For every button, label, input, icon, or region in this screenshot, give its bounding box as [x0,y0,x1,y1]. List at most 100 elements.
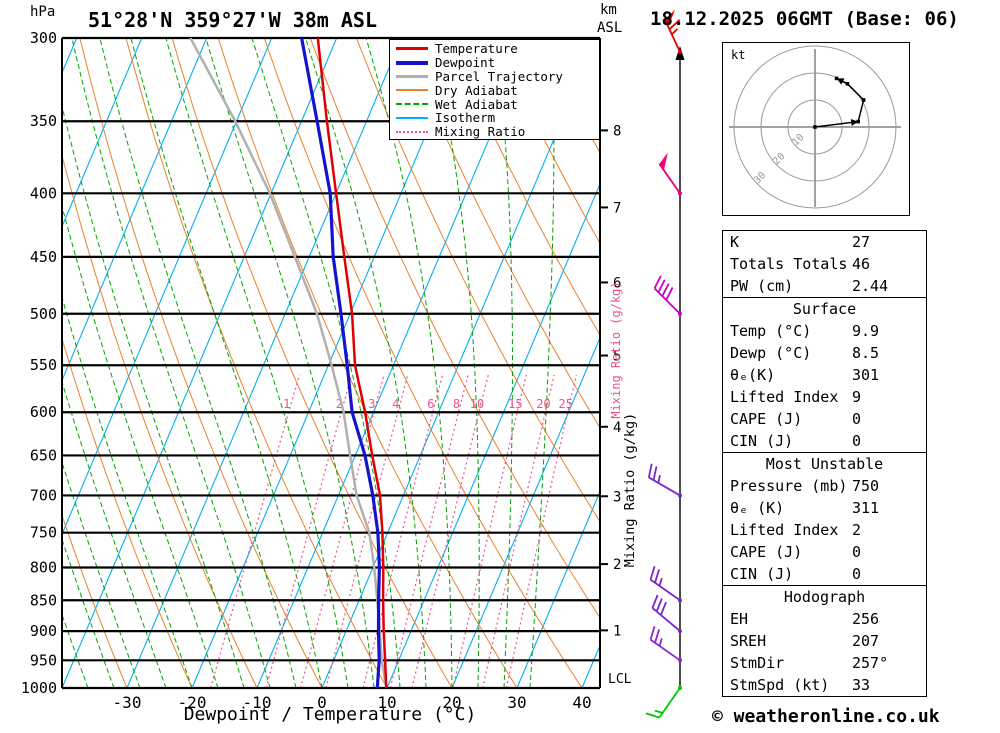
svg-text:25: 25 [558,397,572,411]
wind-barb-900 [651,594,682,634]
hodo-ring [787,99,843,155]
svg-text:650: 650 [30,446,57,464]
hodo-ring [760,72,870,182]
stats-row-value: 9 [852,388,862,406]
km-axis: 1 2 3 4 5 6 7 8 LCL [600,123,632,687]
legend-item: Wet Adiabat [396,96,595,112]
stats-row-label: θₑ(K) [730,366,776,384]
svg-text:1000: 1000 [21,679,57,697]
svg-text:1: 1 [283,397,290,411]
mixing-ratio-labels: 1 2 3 4 6 8 10 15 20 25 [283,397,573,411]
stats-row-label: StmDir [730,654,785,672]
stats-row: θₑ(K) 301 [723,364,926,386]
svg-text:7: 7 [613,200,621,216]
svg-text:30: 30 [507,693,526,712]
stats-row-label: K [730,233,740,251]
svg-text:-30: -30 [113,693,142,712]
stats-row: Pressure (mb) 750 [723,475,926,497]
legend-item-label: Dewpoint [435,55,496,71]
stats-row-label: Temp (°C) [730,322,812,340]
svg-text:600: 600 [30,403,57,421]
stats-row: Temp (°C) 9.9 [723,320,926,342]
legend-item-label: Wet Adiabat [435,96,518,112]
svg-text:550: 550 [30,356,57,374]
stats-row-value: 9.9 [852,322,880,340]
stats-row: Dewp (°C) 8.5 [723,342,926,364]
sounding-profiles [189,38,388,688]
stats-row-value: 257° [852,654,889,672]
hodo-unit-label: kt [731,48,745,62]
mixing-ratio-axis-label: Mixing Ratio (g/kg) [622,413,638,567]
x-axis-title: Dewpoint / Temperature (°C) [183,704,477,725]
profile-temperature [316,38,388,688]
legend-line-sample [396,116,428,119]
stats-row-label: SREH [730,632,767,650]
stats-row-label: θₑ (K) [730,499,785,517]
svg-text:3: 3 [368,397,375,411]
legend-item: Dewpoint [396,55,595,71]
stats-row: Lifted Index 2 [723,519,926,541]
wind-barb-700 [647,463,682,498]
stats-row: EH 256 [723,608,926,630]
stats-row-value: 301 [852,366,880,384]
svg-text:-10: -10 [243,693,272,712]
stats-row-label: Pressure (mb) [730,477,848,495]
wind-barb-400 [658,152,682,196]
legend-line-sample [396,60,428,65]
stats-row-value: 750 [852,477,880,495]
legend-item-label: Mixing Ratio [435,124,526,140]
stats-row-label: CIN (J) [730,432,794,450]
stats-row-value: 0 [852,565,862,583]
stats-row-value: 8.5 [852,344,880,362]
hodo-trace [814,77,865,128]
lcl-label: LCL [608,672,632,687]
stats-row-value: 2.44 [852,277,889,295]
altitude-axis-label-km: km [600,2,617,18]
svg-text:10: 10 [470,397,484,411]
legend-item-label: Parcel Trajectory [435,69,563,84]
stats-section: Most Unstable Pressure (mb) 750 θₑ (K) 311 Li… [723,453,926,586]
svg-text:3: 3 [613,489,621,505]
svg-text:300: 300 [30,29,57,47]
stats-row-value: 207 [852,632,880,650]
svg-text:4: 4 [392,397,399,411]
hodograph-panel: 10 20 30 kt [722,42,910,216]
wind-barb-300 [663,9,682,54]
hodo-ring-label: 20 [771,151,787,167]
copyright: © weatheronline.co.uk [712,706,940,727]
legend: Temperature Dewpoint Parcel Trajectory Dry … [389,39,600,140]
stats-section-header: Surface [792,300,857,318]
svg-text:800: 800 [30,559,57,577]
stats-row-value: 2 [852,521,862,539]
svg-text:5: 5 [613,349,621,365]
stats-section-header: Hodograph [783,588,866,606]
stats-row-label: Dewp (°C) [730,344,812,362]
stats-row-value: 311 [852,499,880,517]
pressure-unit-label: hPa [30,4,56,20]
stats-section: Surface Temp (°C) 9.9 Dewp (°C) 8.5 θₑ(K) 301 L… [723,298,926,453]
stats-row-value: 46 [852,255,871,273]
legend-item-label: Temperature [435,41,518,57]
altitude-axis-label-asl: ASL [597,20,623,36]
legend-item: Temperature [396,41,595,57]
stats-row-value: 27 [852,233,871,251]
legend-item: Parcel Trajectory [396,69,595,84]
profile-dewpoint [300,38,381,688]
stats-row: K 27 [723,231,926,253]
svg-text:-20: -20 [178,693,207,712]
svg-text:950: 950 [30,651,57,669]
stats-row: θₑ (K) 311 [723,497,926,519]
isotherms [62,38,600,688]
hodo-ring-label: 30 [752,170,768,186]
wind-barb-column [645,9,685,719]
stats-row-label: Lifted Index [730,388,839,406]
svg-text:900: 900 [30,622,57,640]
svg-text:40: 40 [572,693,591,712]
stats-row-label: CIN (J) [730,565,794,583]
svg-text:20: 20 [442,693,461,712]
svg-text:850: 850 [30,591,57,609]
stats-row: CAPE (J) 0 [723,541,926,563]
svg-text:0: 0 [317,693,327,712]
stats-row-value: 0 [852,543,862,561]
stats-table: K 27 Totals Totals 46 PW (cm) 2.44 Surface Temp… [722,230,927,697]
